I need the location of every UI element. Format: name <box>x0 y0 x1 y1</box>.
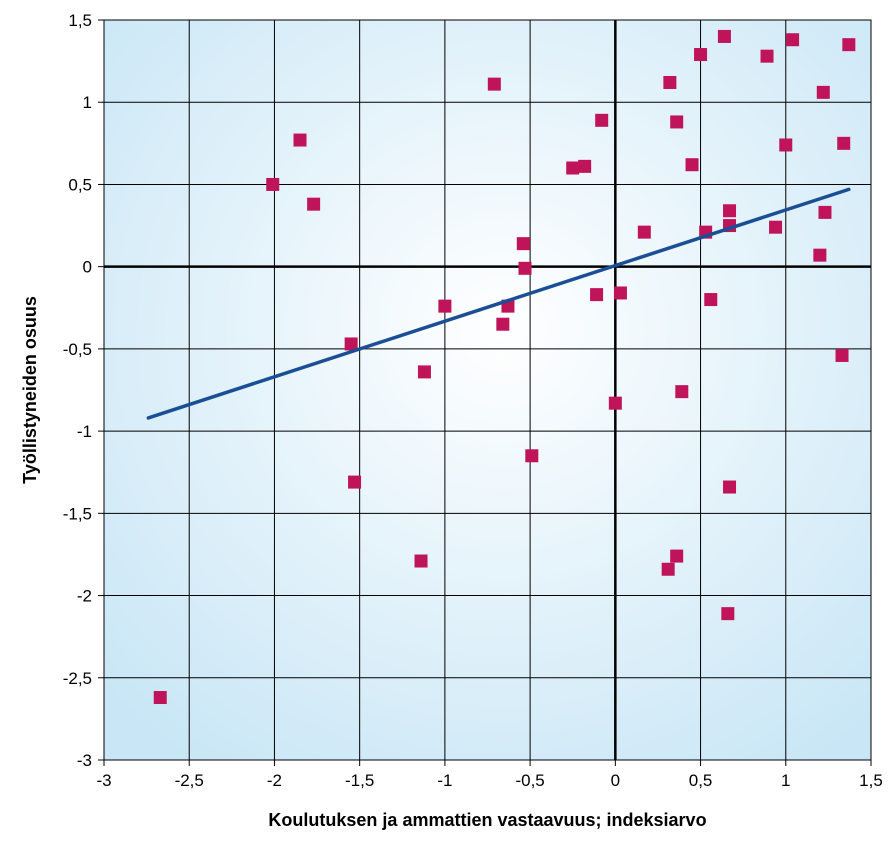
y-tick-label: -3 <box>77 751 92 770</box>
data-point <box>723 480 737 494</box>
y-tick-label: 1 <box>83 93 92 112</box>
x-tick-label: -1,5 <box>345 771 374 790</box>
data-point <box>779 138 793 152</box>
y-tick-label: -2,5 <box>63 669 92 688</box>
data-point <box>837 136 851 150</box>
plot-area <box>104 20 871 760</box>
y-tick-label: 0,5 <box>68 175 92 194</box>
data-point <box>516 237 530 251</box>
data-point <box>717 29 731 43</box>
x-tick-label: 1 <box>781 771 790 790</box>
x-tick-label: -0,5 <box>515 771 544 790</box>
data-point <box>266 177 280 191</box>
y-tick-label: -1,5 <box>63 504 92 523</box>
data-point <box>769 220 783 234</box>
x-tick-label: 0,5 <box>689 771 713 790</box>
data-point <box>723 204 737 218</box>
data-point <box>613 286 627 300</box>
data-point <box>813 248 827 262</box>
x-tick-label: -1 <box>437 771 452 790</box>
data-point <box>816 85 830 99</box>
data-point <box>835 348 849 362</box>
x-tick-label: 1,5 <box>859 771 883 790</box>
data-point <box>307 197 321 211</box>
x-tick-label: -2,5 <box>175 771 204 790</box>
data-point <box>670 115 684 129</box>
data-point <box>842 38 856 52</box>
data-point <box>608 396 622 410</box>
data-point <box>670 549 684 563</box>
x-axis-title: Koulutuksen ja ammattien vastaavuus; ind… <box>268 810 706 830</box>
y-tick-label: 0 <box>83 258 92 277</box>
x-tick-label: 0 <box>611 771 620 790</box>
data-point <box>663 75 677 89</box>
data-point <box>760 49 774 63</box>
y-axis-title: Työllistyneiden osuus <box>20 296 40 484</box>
y-tick-label: -0,5 <box>63 340 92 359</box>
data-point <box>786 33 800 47</box>
data-point <box>818 205 832 219</box>
data-point <box>637 225 651 239</box>
plot-border <box>103 19 872 761</box>
data-point <box>595 113 609 127</box>
zero-axes <box>104 20 871 760</box>
data-point <box>721 607 735 621</box>
data-point <box>293 133 307 147</box>
data-point <box>348 475 362 489</box>
data-point <box>438 299 452 313</box>
data-point <box>704 293 718 307</box>
data-point <box>496 317 510 331</box>
data-point <box>578 159 592 173</box>
data-point <box>675 385 689 399</box>
x-tick-label: -2 <box>267 771 282 790</box>
tick-labels: -3 -2,5 -2 -1,5 -1 -0,5 0 0,5 1 1,5 -3 -2,5 -2 -1,5 -1… <box>63 11 883 790</box>
data-point <box>685 158 699 172</box>
data-point <box>590 288 604 302</box>
data-point <box>518 261 532 275</box>
data-point <box>661 562 675 576</box>
data-point <box>344 337 358 351</box>
trendline <box>146 187 851 420</box>
data-point <box>153 691 167 705</box>
data-point <box>525 449 539 463</box>
y-tick-label: -1 <box>77 422 92 441</box>
x-tick-label: -3 <box>96 771 111 790</box>
data-point <box>487 77 501 91</box>
y-tick-label: -2 <box>77 587 92 606</box>
data-point <box>566 161 580 175</box>
data-point <box>414 554 428 568</box>
data-point <box>694 48 708 62</box>
y-tick-label: 1,5 <box>68 11 92 30</box>
data-point <box>417 365 431 379</box>
